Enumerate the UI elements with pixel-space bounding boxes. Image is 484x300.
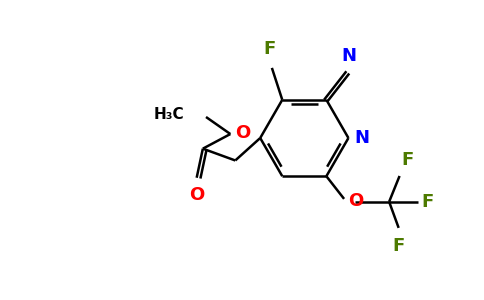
Text: H₃C: H₃C <box>154 106 184 122</box>
Text: O: O <box>189 186 204 204</box>
Text: N: N <box>341 47 356 65</box>
Text: F: F <box>263 40 275 58</box>
Text: O: O <box>348 192 363 210</box>
Text: N: N <box>354 129 369 147</box>
Text: F: F <box>422 193 434 211</box>
Text: O: O <box>235 124 250 142</box>
Text: F: F <box>393 236 405 254</box>
Text: F: F <box>401 151 414 169</box>
